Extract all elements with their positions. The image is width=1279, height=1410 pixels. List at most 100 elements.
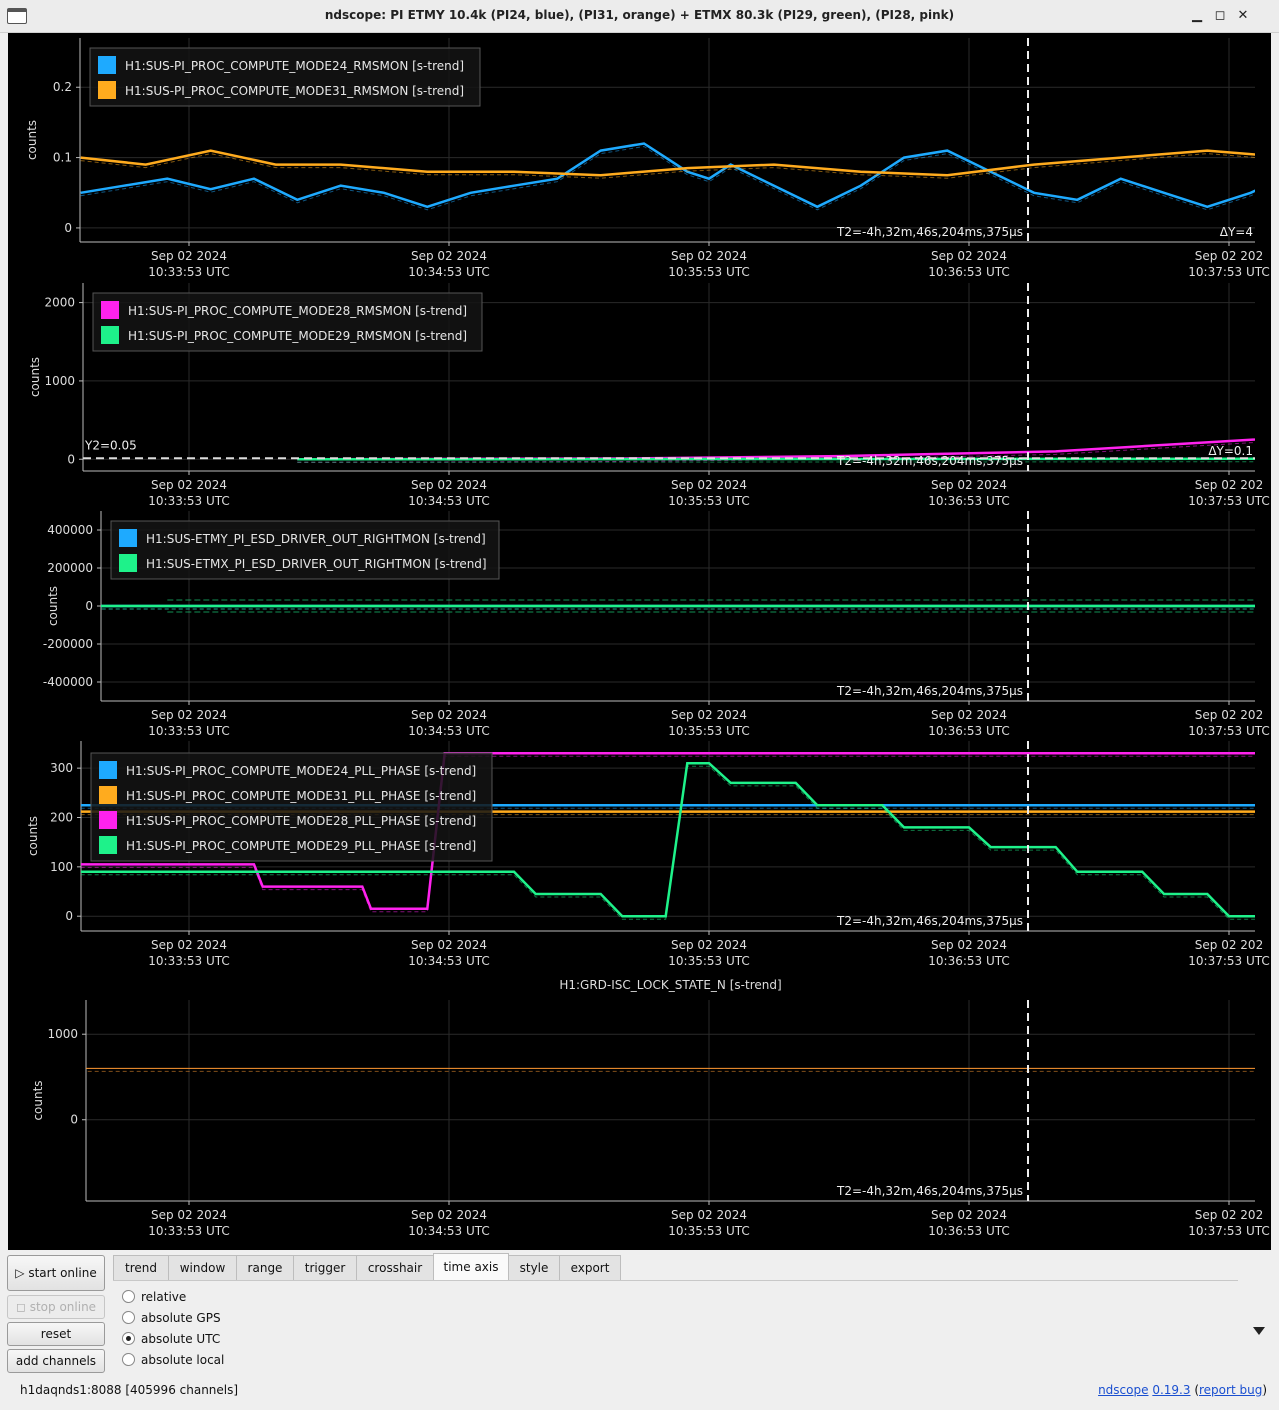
- x-tick-date: Sep 02 202: [1195, 478, 1263, 492]
- x-tick-time: 10:35:53 UTC: [668, 724, 750, 738]
- reset-button[interactable]: reset: [7, 1322, 105, 1346]
- x-tick-time: 10:36:53 UTC: [928, 265, 1010, 279]
- stop-icon: ◻: [15, 1300, 30, 1314]
- y-tick-label: 200: [50, 810, 73, 824]
- plot-3: 400000 200000 0 -200000 -400000 counts Sep 02 …: [43, 511, 1270, 738]
- radio-circle: [122, 1311, 135, 1324]
- legend-swatch: [99, 761, 117, 779]
- x-tick-date: Sep 02 2024: [151, 1208, 227, 1222]
- x-tick-date: Sep 02 2024: [671, 708, 747, 722]
- series-trend-band: [81, 765, 1255, 920]
- minimize-icon[interactable]: ▁: [1192, 8, 1202, 23]
- control-panel: ▷ start online ◻ stop online reset add c…: [0, 1250, 1279, 1410]
- radio-absolute-local[interactable]: absolute local: [122, 1352, 224, 1368]
- maximize-icon[interactable]: ◻: [1214, 8, 1226, 23]
- y-tick-label: 0: [85, 599, 93, 613]
- legend-entry-label: H1:SUS-PI_PROC_COMPUTE_MODE31_PLL_PHASE …: [126, 789, 476, 803]
- time-cursor-label: T2=-4h,32m,46s,204ms,375µs: [836, 225, 1023, 239]
- radio-label: absolute UTC: [141, 1332, 221, 1346]
- x-tick-time: 10:33:53 UTC: [148, 1224, 230, 1238]
- radio-absolute-utc[interactable]: absolute UTC: [122, 1331, 220, 1347]
- play-icon: ▷: [15, 1266, 29, 1280]
- time-cursor-label: T2=-4h,32m,46s,204ms,375µs: [836, 1184, 1023, 1198]
- radio-circle: [122, 1290, 135, 1303]
- time-cursor-label: T2=-4h,32m,46s,204ms,375µs: [836, 914, 1023, 928]
- tab-time-axis[interactable]: time axis: [433, 1253, 509, 1280]
- x-tick-time: 10:33:53 UTC: [148, 494, 230, 508]
- x-tick-date: Sep 02 2024: [671, 938, 747, 952]
- scroll-down-icon[interactable]: [1253, 1327, 1265, 1335]
- x-tick-time: 10:33:53 UTC: [148, 724, 230, 738]
- legend-entry-label: H1:SUS-PI_PROC_COMPUTE_MODE29_PLL_PHASE …: [126, 839, 476, 853]
- legend-swatch: [99, 836, 117, 854]
- x-tick-time: 10:36:53 UTC: [928, 954, 1010, 968]
- x-tick-date: Sep 02 2024: [931, 938, 1007, 952]
- x-tick-time: 10:35:53 UTC: [668, 1224, 750, 1238]
- y-cursor-label: Y2=0.05: [84, 438, 137, 452]
- radio-relative[interactable]: relative: [122, 1289, 186, 1305]
- tab-trend[interactable]: trend: [113, 1255, 169, 1280]
- legend-entry-label: H1:SUS-PI_PROC_COMPUTE_MODE31_RMSMON [s-…: [125, 84, 464, 98]
- x-tick-date: Sep 02 2024: [411, 1208, 487, 1222]
- series-line-1: [86, 1067, 1255, 1069]
- legend-box: [90, 752, 493, 862]
- y-tick-label: 1000: [47, 1027, 78, 1041]
- y-tick-label: -400000: [43, 675, 93, 689]
- delta-y-label: ΔY=0.1: [1208, 444, 1253, 458]
- tab-window[interactable]: window: [168, 1255, 237, 1280]
- window-titlebar: ndscope: PI ETMY 10.4k (PI24, blue), (PI…: [0, 0, 1279, 33]
- legend: H1:SUS-ETMY_PI_ESD_DRIVER_OUT_RIGHTMON […: [110, 520, 500, 580]
- y-axis-label: counts: [31, 1080, 45, 1120]
- x-tick-time: 10:37:53 UTC: [1188, 494, 1270, 508]
- legend-swatch: [101, 301, 119, 319]
- plots-canvas[interactable]: 0 0.1 0.2 counts Sep 02 2024 10:33:53 UTC Sep …: [8, 33, 1271, 1250]
- radio-label: relative: [141, 1290, 187, 1304]
- x-tick-time: 10:37:53 UTC: [1188, 265, 1270, 279]
- tab-crosshair[interactable]: crosshair: [356, 1255, 434, 1280]
- app-icon: [7, 8, 27, 24]
- tab-trigger[interactable]: trigger: [293, 1255, 357, 1280]
- x-tick-time: 10:36:53 UTC: [928, 1224, 1010, 1238]
- x-tick-time: 10:37:53 UTC: [1188, 724, 1270, 738]
- stop-online-button: ◻ stop online: [7, 1295, 105, 1319]
- radio-circle-selected: [122, 1332, 135, 1345]
- close-icon[interactable]: ✕: [1237, 8, 1249, 23]
- tab-range[interactable]: range: [236, 1255, 294, 1280]
- legend-swatch: [101, 326, 119, 344]
- y-tick-label: 0: [65, 909, 73, 923]
- x-tick-time: 10:34:53 UTC: [408, 265, 490, 279]
- start-online-button[interactable]: ▷ start online: [7, 1255, 105, 1291]
- plot-2: 0 1000 2000 counts Sep 02 2024 10:33:53 UTC Se…: [28, 283, 1270, 508]
- x-tick-date: Sep 02 2024: [931, 708, 1007, 722]
- x-tick-time: 10:34:53 UTC: [408, 724, 490, 738]
- server-status: h1daqnds1:8088 [405996 channels]: [20, 1383, 239, 1397]
- report-bug-link[interactable]: report bug: [1199, 1383, 1263, 1397]
- y-tick-label: 300: [50, 761, 73, 775]
- legend-swatch: [98, 81, 116, 99]
- legend: H1:SUS-PI_PROC_COMPUTE_MODE24_RMSMON [s-…: [89, 47, 481, 107]
- x-tick-time: 10:37:53 UTC: [1188, 954, 1270, 968]
- series-line-1: [297, 438, 1255, 461]
- y-axis-label: counts: [28, 357, 42, 397]
- x-tick-date: Sep 02 202: [1195, 1208, 1263, 1222]
- x-tick-date: Sep 02 2024: [411, 708, 487, 722]
- tab-style[interactable]: style: [508, 1255, 560, 1280]
- legend-entry-label: H1:SUS-PI_PROC_COMPUTE_MODE28_PLL_PHASE …: [126, 814, 476, 828]
- legend-swatch: [119, 529, 137, 547]
- x-tick-time: 10:35:53 UTC: [668, 494, 750, 508]
- x-tick-date: Sep 02 2024: [671, 249, 747, 263]
- y-tick-label: 0.2: [53, 80, 72, 94]
- delta-y-label: ΔY=4: [1220, 225, 1253, 239]
- y-axis-label: counts: [25, 120, 39, 160]
- series-group: [297, 438, 1255, 463]
- version-link[interactable]: 0.19.3: [1152, 1383, 1191, 1397]
- stop-online-label: stop online: [29, 1300, 97, 1314]
- legend-entry-label: H1:SUS-ETMX_PI_ESD_DRIVER_OUT_RIGHTMON […: [146, 557, 487, 571]
- plot-area[interactable]: 0 0.1 0.2 counts Sep 02 2024 10:33:53 UTC Sep …: [8, 33, 1271, 1250]
- ndscope-link[interactable]: ndscope: [1098, 1383, 1149, 1397]
- legend-box: [110, 520, 500, 580]
- tab-export[interactable]: export: [559, 1255, 621, 1280]
- add-channels-button[interactable]: add channels: [7, 1349, 105, 1373]
- radio-absolute-gps[interactable]: absolute GPS: [122, 1310, 221, 1326]
- y-axis-label: counts: [46, 586, 60, 626]
